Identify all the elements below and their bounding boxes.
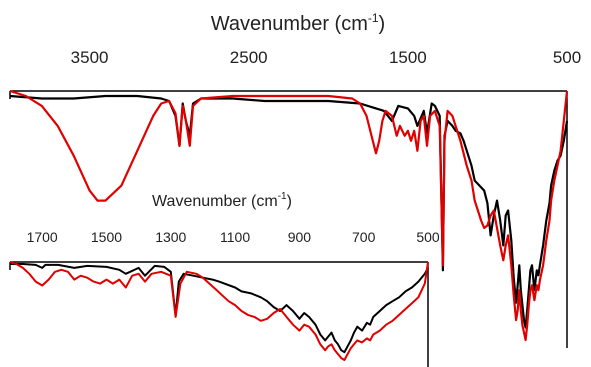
inset-x-tick-label: 900: [288, 229, 312, 245]
main-x-axis-title-close: ): [379, 13, 386, 35]
inset-series-black-line: [10, 263, 429, 354]
inset-x-tick-label: 700: [352, 229, 376, 245]
inset-x-tick-label: 1500: [91, 229, 122, 245]
inset-x-tick-labels: 1700 1500 1300 1100 900 700 500: [27, 229, 440, 245]
inset-x-axis-title: Wavenumber (cm-1): [152, 191, 292, 210]
inset-x-axis-title-close: ): [287, 193, 292, 210]
main-series-red-line: [9, 89, 569, 342]
main-x-axis-title: Wavenumber (cm-1): [211, 11, 385, 35]
main-x-tick-label: 2500: [230, 48, 268, 67]
main-x-tick-label: 1500: [389, 48, 427, 67]
main-chart-series: [9, 89, 569, 342]
inset-x-axis-title-superscript: -1: [278, 191, 287, 202]
inset-x-tick-label: 1300: [155, 229, 186, 245]
main-chart-frame: [9, 90, 568, 348]
main-x-axis-title-text: Wavenumber (cm: [211, 13, 368, 35]
inset-series-red-line: [9, 261, 429, 361]
main-x-axis-title-superscript: -1: [368, 11, 379, 25]
main-x-tick-label: 3500: [71, 48, 109, 67]
inset-x-tick-label: 500: [416, 229, 440, 245]
inset-x-tick-label: 1700: [27, 229, 58, 245]
inset-x-axis-title-text: Wavenumber (cm: [152, 193, 278, 210]
inset-x-tick-label: 1100: [220, 229, 250, 245]
main-x-tick-labels: 3500 2500 1500 500: [71, 48, 582, 67]
main-x-tick-label: 500: [553, 48, 581, 67]
main-series-black-line: [9, 94, 569, 329]
inset-chart-series: [9, 261, 429, 361]
